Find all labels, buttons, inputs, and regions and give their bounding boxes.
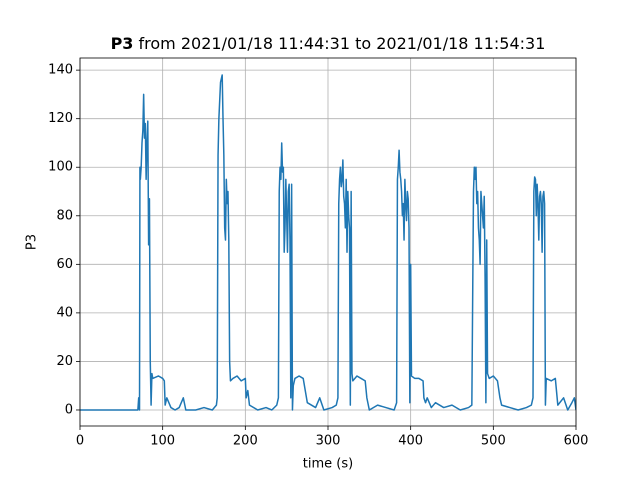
title-rest: from 2021/01/18 11:44:31 to 2021/01/18 1… (139, 34, 546, 53)
y-tick-label: 0 (65, 402, 73, 417)
plot-frame (79, 57, 577, 427)
title-bold: P3 (111, 34, 134, 53)
y-tick-label: 60 (56, 257, 73, 272)
y-axis-label: P3 (25, 234, 40, 250)
x-tick-label: 600 (564, 434, 589, 449)
x-tick-label: 200 (233, 434, 258, 449)
x-axis-label: time (s) (303, 457, 353, 472)
x-tick-label: 100 (150, 434, 175, 449)
data-line (80, 74, 576, 411)
x-tick-label: 400 (398, 434, 423, 449)
y-tick-label: 80 (56, 208, 73, 223)
x-tick-label: 300 (316, 434, 341, 449)
y-tick-label: 100 (48, 160, 73, 175)
chart-title: P3 from 2021/01/18 11:44:31 to 2021/01/1… (111, 34, 546, 53)
y-tick-label: 140 (48, 63, 73, 78)
y-tick-label: 120 (48, 111, 73, 126)
x-tick-label: 0 (76, 434, 84, 449)
x-tick-label: 500 (481, 434, 506, 449)
y-tick-label: 20 (56, 354, 73, 369)
y-tick-label: 40 (56, 305, 73, 320)
